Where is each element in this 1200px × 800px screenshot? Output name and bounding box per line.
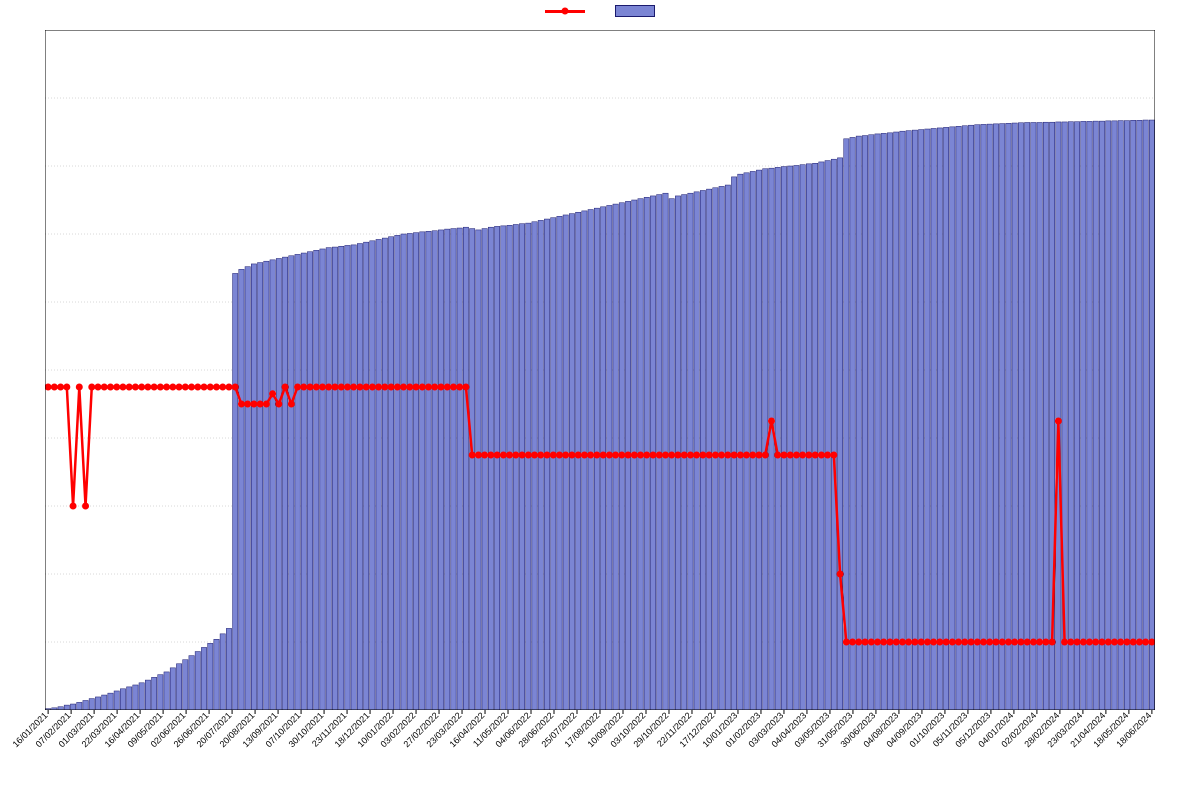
x-tick-label: 03/02/2022	[379, 710, 418, 749]
x-tick-label: 28/02/2024	[1022, 710, 1061, 749]
x-tick-label: 13/09/2021	[241, 710, 280, 749]
x-tick-label: 26/06/2021	[172, 710, 211, 749]
x-tick-label: 18/05/2024	[1091, 710, 1130, 749]
legend-line-item	[545, 10, 585, 13]
x-tick-label: 05/12/2023	[953, 710, 992, 749]
x-tick-label: 10/01/2023	[700, 710, 739, 749]
x-tick-label: 22/11/2022	[655, 710, 693, 748]
x-tick-label: 23/03/2024	[1045, 710, 1084, 749]
x-tick-label: 23/03/2022	[425, 710, 464, 749]
x-tick-label: 07/10/2021	[264, 710, 303, 749]
x-tick-label: 17/08/2022	[562, 710, 601, 749]
x-tick-label: 18/12/2021	[333, 710, 372, 749]
chart-svg: 0204060801001201401601802000500100015002…	[45, 30, 1155, 710]
x-tick-label: 28/06/2022	[517, 710, 556, 749]
x-tick-label: 04/04/2023	[769, 710, 808, 749]
x-tick-label: 20/07/2021	[195, 710, 234, 749]
x-tick-label: 05/11/2023	[931, 710, 969, 748]
legend-bar-swatch	[615, 5, 655, 17]
x-tick-label: 30/06/2023	[838, 710, 877, 749]
x-tick-label: 03/05/2023	[792, 710, 831, 749]
chart-area: 0204060801001201401601802000500100015002…	[45, 30, 1155, 710]
legend-bar-item	[615, 5, 655, 17]
x-tick-label: 07/02/2021	[34, 710, 73, 749]
x-tick-label: 27/02/2022	[402, 710, 441, 749]
x-tick-label: 10/01/2022	[356, 710, 395, 749]
legend-line-swatch	[545, 10, 585, 13]
x-tick-label: 31/05/2023	[815, 710, 854, 749]
x-tick-label: 18/06/2024	[1114, 710, 1153, 749]
x-tick-label: 04/01/2024	[976, 710, 1015, 749]
x-tick-label: 11/05/2022	[471, 710, 509, 748]
x-tick-label: 01/10/2023	[907, 710, 946, 749]
x-tick-label: 01/03/2021	[57, 710, 96, 749]
x-tick-label: 16/01/2021	[11, 710, 50, 749]
x-tick-label: 25/07/2022	[539, 710, 578, 749]
x-tick-label: 02/06/2021	[149, 710, 188, 749]
x-tick-label: 16/04/2021	[103, 710, 142, 749]
bar-series	[45, 120, 1154, 710]
x-tick-label: 09/05/2021	[126, 710, 165, 749]
chart-legend	[545, 5, 655, 17]
x-tick-label: 23/11/2021	[310, 710, 348, 748]
x-tick-label: 21/04/2024	[1068, 710, 1107, 749]
x-tick-label: 17/12/2022	[677, 710, 716, 749]
x-tick-label: 04/06/2022	[494, 710, 533, 749]
x-tick-label: 10/09/2022	[585, 710, 624, 749]
x-tick-label: 02/02/2024	[999, 710, 1038, 749]
x-tick-label: 29/10/2022	[631, 710, 670, 749]
x-tick-label: 03/10/2022	[608, 710, 647, 749]
x-tick-label: 20/08/2021	[218, 710, 257, 749]
x-tick-label: 04/09/2023	[884, 710, 923, 749]
x-tick-label: 03/03/2023	[746, 710, 785, 749]
x-tick-label: 01/02/2023	[723, 710, 762, 749]
x-tick-label: 30/10/2021	[287, 710, 326, 749]
x-tick-label: 04/08/2023	[861, 710, 900, 749]
x-tick-label: 22/03/2021	[80, 710, 119, 749]
x-tick-label: 16/04/2022	[448, 710, 487, 749]
